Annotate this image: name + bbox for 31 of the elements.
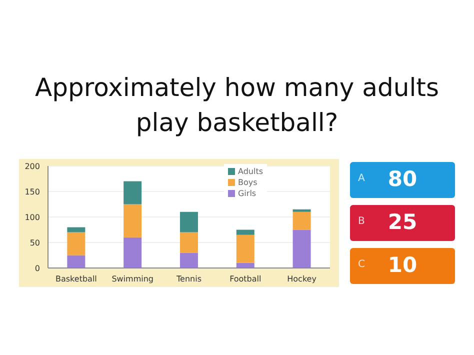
bar bbox=[236, 230, 254, 235]
x-tick-label: Tennis bbox=[176, 274, 202, 284]
answer-button: B 25 bbox=[350, 205, 455, 241]
x-tick-label: Basketball bbox=[56, 274, 97, 284]
bar bbox=[236, 234, 254, 263]
bar bbox=[180, 212, 198, 232]
legend-label: Boys bbox=[238, 177, 258, 188]
answer-button: A 80 bbox=[350, 162, 455, 198]
legend-label: Girls bbox=[238, 188, 256, 199]
bar bbox=[180, 232, 198, 253]
x-tick-label: Hockey bbox=[287, 274, 317, 284]
y-tick-label: 200 bbox=[24, 162, 40, 171]
answer-button: C 10 bbox=[350, 248, 455, 284]
bar bbox=[124, 237, 142, 268]
chart-title: Approximately how many adults play basketball? bbox=[34, 72, 440, 139]
bar bbox=[292, 212, 311, 230]
x-tick-label: Swimming bbox=[112, 274, 154, 284]
legend-label: Adults bbox=[238, 166, 263, 177]
bar bbox=[292, 209, 311, 212]
bar bbox=[67, 255, 86, 268]
x-tick-label: Football bbox=[230, 274, 262, 284]
bar bbox=[180, 252, 198, 268]
bar bbox=[124, 181, 142, 204]
bar bbox=[292, 230, 311, 268]
y-tick-label: 100 bbox=[24, 212, 40, 222]
bar bbox=[67, 227, 86, 232]
y-tick-label: 0 bbox=[34, 264, 40, 273]
y-tick-label: 50 bbox=[30, 238, 40, 248]
bar bbox=[67, 232, 86, 256]
bar bbox=[124, 204, 142, 238]
y-tick-label: 150 bbox=[24, 187, 40, 196]
